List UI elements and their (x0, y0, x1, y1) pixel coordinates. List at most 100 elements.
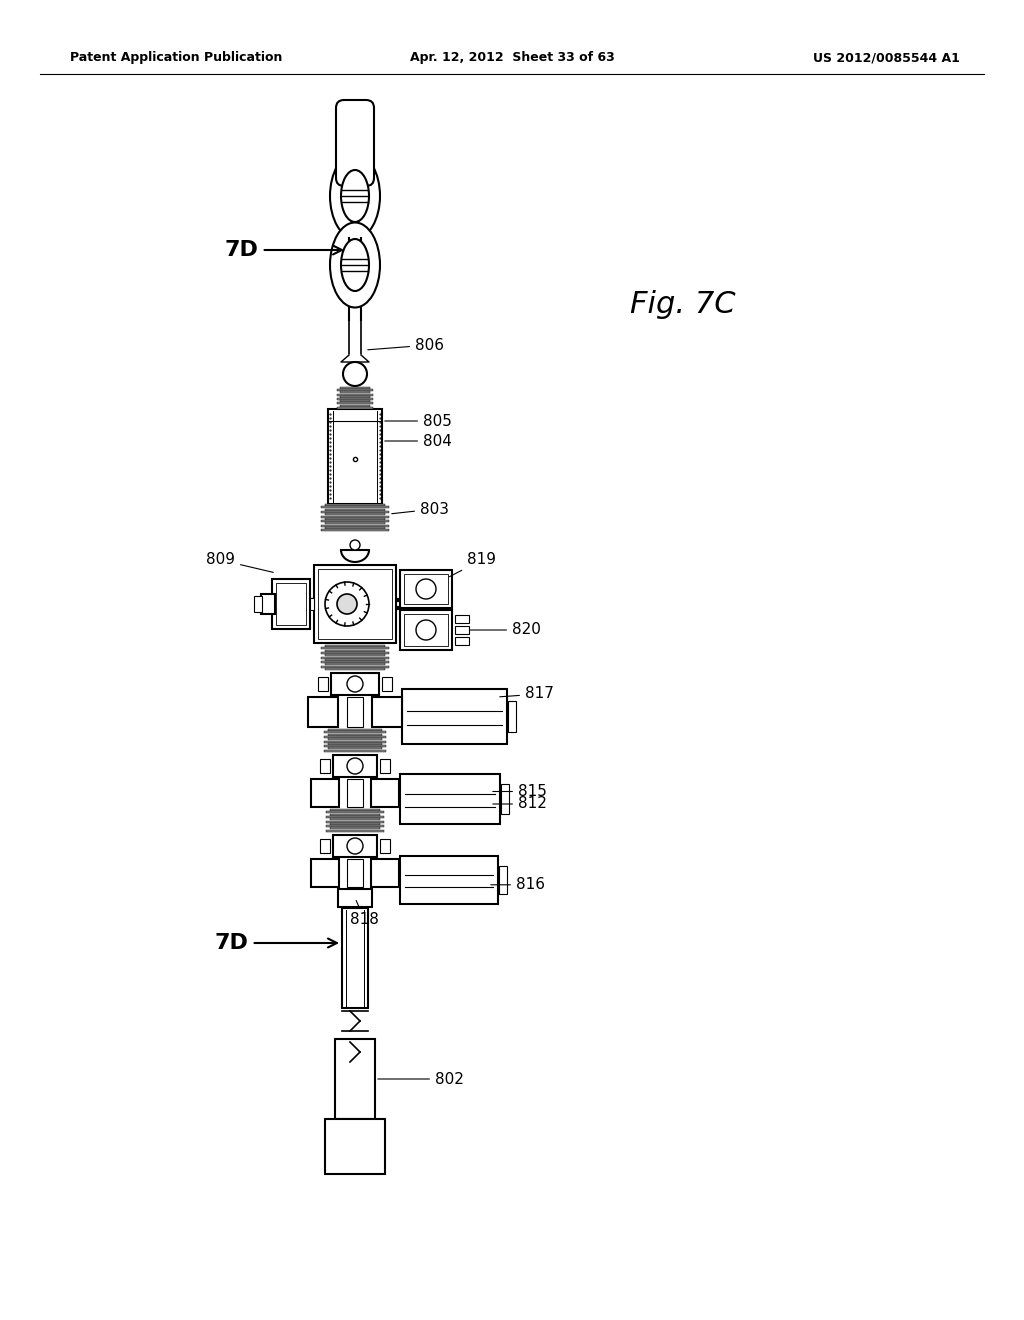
Bar (272, 579, 310, 630)
Bar (371, 859, 399, 887)
Ellipse shape (330, 223, 380, 308)
Bar (254, 597, 262, 612)
Bar (326, 821, 384, 822)
Bar (347, 859, 362, 887)
Bar (340, 396, 370, 397)
Bar (330, 828, 380, 829)
Bar (318, 569, 392, 639)
Bar (400, 774, 500, 824)
Bar (337, 403, 373, 404)
Bar (324, 731, 386, 734)
Bar (325, 523, 385, 524)
Ellipse shape (330, 153, 380, 239)
Bar (311, 779, 339, 807)
Bar (400, 610, 452, 649)
Text: 809: 809 (206, 553, 273, 573)
Bar (337, 393, 373, 396)
Text: 806: 806 (368, 338, 444, 352)
Bar (333, 836, 377, 857)
Text: 805: 805 (385, 413, 452, 429)
Text: 802: 802 (378, 1072, 464, 1086)
Bar (328, 409, 382, 504)
Text: 803: 803 (392, 502, 449, 516)
Bar (325, 517, 385, 520)
Bar (455, 626, 469, 634)
Bar (325, 664, 385, 665)
Text: 820: 820 (470, 623, 541, 638)
Circle shape (347, 758, 362, 774)
Bar (311, 859, 339, 887)
Bar (321, 656, 389, 659)
Circle shape (347, 676, 362, 692)
Polygon shape (341, 355, 369, 362)
Ellipse shape (341, 239, 369, 290)
Circle shape (325, 582, 369, 626)
Bar (400, 855, 498, 904)
Text: Apr. 12, 2012  Sheet 33 of 63: Apr. 12, 2012 Sheet 33 of 63 (410, 51, 614, 65)
Bar (326, 816, 384, 818)
Text: Fig. 7C: Fig. 7C (630, 290, 735, 319)
Bar (321, 665, 389, 668)
Bar (321, 520, 389, 523)
Bar (402, 689, 507, 744)
Text: Patent Application Publication: Patent Application Publication (70, 51, 283, 65)
Bar (325, 1119, 385, 1173)
Bar (330, 822, 380, 825)
Bar (337, 389, 373, 391)
Bar (328, 747, 382, 750)
Bar (499, 866, 507, 894)
Bar (325, 513, 385, 515)
Bar (404, 614, 449, 645)
Bar (325, 504, 385, 506)
Bar (321, 652, 389, 653)
Bar (455, 638, 469, 645)
Bar (330, 818, 380, 820)
Bar (338, 888, 372, 907)
Bar (380, 840, 390, 853)
Bar (325, 527, 385, 529)
Bar (337, 399, 373, 400)
Bar (340, 405, 370, 407)
Bar (340, 392, 370, 393)
Circle shape (347, 838, 362, 854)
Bar (328, 734, 382, 735)
Bar (380, 759, 390, 774)
Bar (340, 387, 370, 389)
Bar (372, 697, 402, 727)
Bar (326, 812, 384, 813)
FancyBboxPatch shape (336, 100, 374, 186)
Bar (404, 574, 449, 605)
Text: US 2012/0085544 A1: US 2012/0085544 A1 (813, 51, 961, 65)
Bar (321, 511, 389, 513)
Bar (319, 759, 330, 774)
Circle shape (416, 579, 436, 599)
Bar (308, 697, 338, 727)
Bar (347, 779, 362, 807)
Bar (347, 697, 362, 727)
Bar (326, 830, 384, 832)
Bar (319, 840, 330, 853)
Bar (321, 516, 389, 517)
Circle shape (416, 620, 436, 640)
Circle shape (343, 362, 367, 385)
Bar (261, 594, 275, 614)
Text: 815: 815 (493, 784, 547, 799)
Bar (508, 701, 516, 733)
Bar (321, 529, 389, 531)
Bar (298, 598, 314, 610)
Text: 7D: 7D (215, 933, 337, 953)
Circle shape (350, 540, 360, 550)
Bar (325, 508, 385, 511)
Text: 7D: 7D (225, 240, 342, 260)
Bar (337, 407, 373, 409)
Bar (314, 565, 396, 643)
Bar (371, 779, 399, 807)
Bar (321, 525, 389, 527)
Bar (325, 668, 385, 671)
Bar (325, 649, 385, 652)
Bar (324, 737, 386, 738)
Text: 819: 819 (450, 553, 496, 577)
Text: 817: 817 (500, 686, 554, 701)
Bar (331, 673, 379, 696)
Bar (318, 677, 328, 690)
